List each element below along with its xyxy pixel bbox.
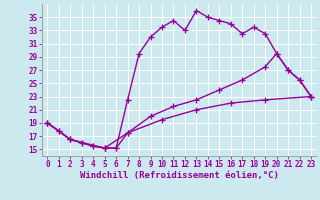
X-axis label: Windchill (Refroidissement éolien,°C): Windchill (Refroidissement éolien,°C) xyxy=(80,171,279,180)
